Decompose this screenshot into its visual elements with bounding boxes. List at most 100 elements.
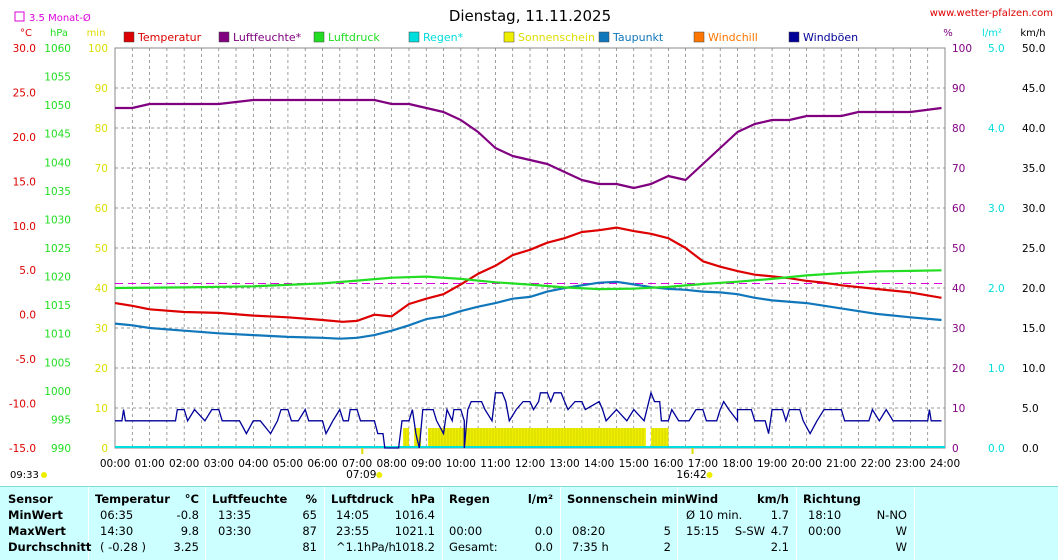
table-cell: Gesamt: (449, 540, 498, 554)
sunrise-label: 07:09 (346, 469, 376, 481)
legend-swatch (788, 31, 800, 43)
table-cell: 5 (663, 524, 671, 538)
legend-swatch (503, 31, 515, 43)
table-row-label: MinWert (8, 508, 63, 522)
y-tick-label: 50 (95, 243, 108, 255)
x-tick-label: 15:00 (619, 458, 649, 470)
x-tick-label: 01:00 (134, 458, 164, 470)
table-header-sunshine: Sonnenschein min (567, 492, 686, 506)
y-tick-label: 1015 (44, 300, 71, 312)
table-header-direction: Richtung (803, 492, 861, 506)
chart-series (114, 98, 945, 449)
x-tick-label: 22:00 (861, 458, 891, 470)
axis-unit-label: min (87, 28, 106, 39)
table-header-humidity-unit: % (305, 492, 317, 506)
table-cell: Ø 10 min. (686, 508, 743, 522)
table-cell: 9.8 (180, 524, 199, 538)
table-cell: 2.1 (770, 540, 789, 554)
axis-tick-labels: 30.0 25.0 20.0 15.0 10.0 5.0 0.0 -5.0 -10.0 -15.0… (9, 43, 1046, 470)
table-header-pressure: Luftdruck (331, 492, 394, 506)
table-cell: S-SW (734, 524, 765, 538)
table-cell: 14:30 (100, 524, 134, 538)
y-tick-label: 1030 (44, 214, 71, 226)
y-tick-label: 1.0 (988, 363, 1005, 375)
legend-label: Temperatur (137, 31, 202, 44)
table-cell: 15:15 (686, 524, 720, 538)
sunshine-bar (427, 428, 646, 448)
site-link[interactable]: www.wetter-pfalzen.com (930, 8, 1053, 19)
table-cell: 4.7 (770, 524, 789, 538)
y-tick-label: 30.0 (1022, 203, 1045, 215)
table-cell: 1021.1 (394, 524, 435, 538)
x-tick-label: 03:00 (204, 458, 234, 470)
y-tick-label: 70 (95, 163, 108, 175)
axis-unit-label: km/h (1020, 28, 1045, 39)
y-tick-label: 15.0 (13, 176, 36, 188)
x-tick-label: 13:00 (549, 458, 579, 470)
table-cell: 81 (302, 540, 317, 554)
table-cell: ^1.1hPa/h (336, 540, 396, 554)
y-tick-label: 5.0 (19, 265, 36, 277)
x-tick-label: 08:00 (377, 458, 407, 470)
x-tick-label: 11:00 (480, 458, 510, 470)
table-cell: 0.0 (534, 540, 553, 554)
y-tick-label: 100 (952, 43, 972, 55)
y-tick-label: 5.0 (1022, 403, 1039, 415)
series-luftfeuchte (115, 98, 942, 190)
y-tick-label: 30 (952, 323, 965, 335)
table-header-humidity: Luftfeuchte (212, 492, 288, 506)
footer-time: 09:33 (10, 470, 39, 481)
y-tick-label: 90 (95, 83, 108, 95)
footer-sun-icon (41, 472, 47, 478)
table-cell: 0.0 (534, 524, 553, 538)
table-header-wind-unit: km/h (756, 492, 789, 506)
y-tick-label: 10 (95, 403, 108, 415)
legend-swatch (313, 31, 325, 43)
y-tick-label: 80 (952, 123, 965, 135)
y-tick-label: 1035 (44, 186, 71, 198)
table-cell: 3.25 (173, 540, 199, 554)
y-tick-label: 3.0 (988, 203, 1005, 215)
y-tick-label: -5.0 (16, 354, 37, 366)
x-tick-label: 14:00 (584, 458, 614, 470)
y-tick-label: 1055 (44, 72, 71, 84)
y-tick-label: 30.0 (13, 43, 36, 55)
table-cell: 7:35 h (572, 540, 609, 554)
legend-label: Windböen (803, 31, 858, 44)
series-windboeen (115, 390, 942, 449)
table-header-rain-unit: l/m² (527, 492, 553, 506)
y-tick-label: 10 (952, 403, 965, 415)
y-tick-label: 100 (88, 43, 108, 55)
table-header-temperature: Temperatur (95, 492, 170, 506)
table-cell: 14:05 (336, 508, 370, 522)
table-cell: 08:20 (572, 524, 606, 538)
series-taupunkt (114, 280, 942, 340)
y-tick-label: 20.0 (1022, 283, 1045, 295)
y-tick-label: 4.0 (988, 123, 1005, 135)
legend-swatch (218, 31, 230, 43)
x-tick-label: 23:00 (895, 458, 925, 470)
sunrise-sunset-markers: 07:09 16:42 (346, 448, 713, 481)
axis-unit-label: hPa (50, 28, 68, 39)
table-cell: 13:35 (218, 508, 252, 522)
x-tick-label: 00:00 (100, 458, 130, 470)
y-tick-label: 0.0 (19, 310, 36, 322)
table-cell: 03:30 (218, 524, 252, 538)
legend-label: Sonnenschein (518, 31, 595, 44)
table-cell: 06:35 (100, 508, 134, 522)
y-tick-label: 40 (95, 283, 108, 295)
chart-title: Dienstag, 11.11.2025 (449, 7, 611, 25)
axis-unit-label: % (943, 28, 953, 39)
month-avg-legend-box (14, 11, 25, 22)
y-tick-label: 2.0 (988, 283, 1005, 295)
y-tick-label: 20 (952, 363, 965, 375)
x-tick-label: 06:00 (307, 458, 337, 470)
y-tick-label: 20.0 (13, 132, 36, 144)
x-tick-label: 18:00 (722, 458, 752, 470)
y-tick-label: 70 (952, 163, 965, 175)
sunshine-bar (651, 428, 669, 448)
sunset-label: 16:42 (676, 469, 706, 481)
table-cell: W (895, 540, 907, 554)
table-cell: 2 (663, 540, 671, 554)
y-tick-label: -15.0 (9, 443, 36, 455)
